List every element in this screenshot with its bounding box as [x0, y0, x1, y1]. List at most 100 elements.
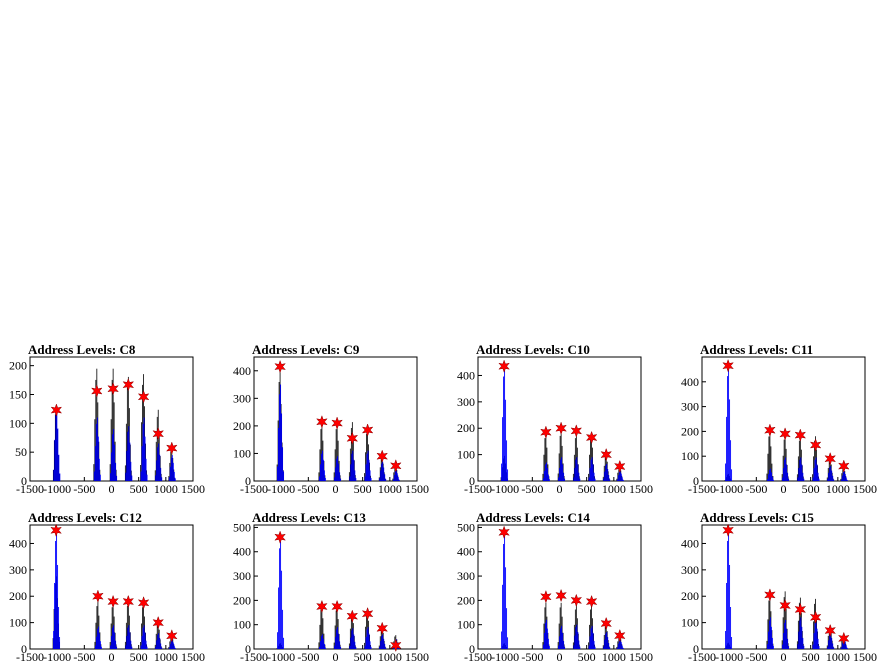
chart-title: Address Levels: C12 [28, 510, 142, 525]
peak-marker [722, 358, 734, 373]
y-tick-label: 100 [233, 446, 251, 460]
peak-marker [722, 523, 734, 538]
x-tick-label: -1500 [240, 482, 268, 496]
peak-marker [376, 621, 389, 636]
x-tick-label: -1500 [688, 482, 716, 496]
x-tick-label: 500 [578, 650, 596, 664]
peak-marker [361, 606, 374, 621]
peak-marker [376, 449, 389, 463]
peak-marker [50, 403, 63, 417]
x-tick-label: 1000 [826, 482, 850, 496]
y-tick-label: 0 [245, 474, 251, 488]
x-tick-label: -500 [297, 650, 319, 664]
chart-title: Address Levels: C11 [700, 342, 813, 357]
peak-marker [600, 616, 613, 631]
peak-marker [837, 631, 850, 646]
peak-marker [809, 610, 822, 625]
peak-marker [613, 459, 626, 474]
x-tick-label: 0 [109, 650, 115, 664]
y-tick-label: 150 [9, 387, 27, 401]
y-tick-label: 0 [693, 474, 699, 488]
peak-marker [331, 599, 343, 614]
x-tick-label: 1500 [405, 650, 429, 664]
peak-marker [331, 416, 343, 430]
x-tick-label: -1500 [16, 482, 44, 496]
peak-marker [764, 588, 776, 602]
peak-marker [90, 384, 103, 398]
x-tick-label: -1500 [464, 650, 492, 664]
chart-panel: Address Levels: C8-1500 -1000 -500 0 500 1000… [9, 342, 205, 496]
peak-marker [498, 359, 510, 373]
peak-marker [346, 431, 359, 446]
chart-title: Address Levels: C15 [700, 510, 814, 525]
y-tick-label: 200 [457, 421, 475, 435]
x-tick-label: 1000 [602, 482, 626, 496]
peak-marker [107, 594, 119, 609]
peak-marker [794, 428, 807, 442]
peak-marker [600, 447, 613, 462]
peak-marker [555, 588, 567, 603]
peak-marker [837, 459, 850, 473]
x-tick-label: -1000 [267, 482, 295, 496]
y-tick-label: 300 [233, 569, 251, 583]
y-tick-label: 0 [21, 474, 27, 488]
y-tick-label: 200 [681, 424, 699, 438]
y-tick-label: 100 [681, 616, 699, 630]
x-tick-label: 1000 [154, 650, 178, 664]
y-tick-label: 500 [233, 520, 251, 534]
peak-marker [540, 425, 552, 439]
x-tick-label: 0 [333, 650, 339, 664]
peak-marker [92, 589, 104, 603]
y-tick-label: 400 [233, 545, 251, 559]
peak-marker [122, 594, 135, 609]
peak-marker [316, 599, 328, 614]
peak-marker [389, 638, 402, 653]
x-tick-label: 0 [781, 650, 787, 664]
x-tick-label: 0 [557, 482, 563, 496]
chart-title: Address Levels: C14 [476, 510, 590, 525]
y-tick-label: 400 [233, 364, 251, 378]
peak-marker [152, 426, 165, 441]
peak-marker [585, 594, 598, 609]
x-tick-label: -1000 [715, 650, 743, 664]
y-tick-label: 300 [233, 391, 251, 405]
y-tick-label: 200 [681, 589, 699, 603]
x-tick-label: 500 [354, 482, 372, 496]
x-tick-label: -1000 [715, 482, 743, 496]
y-tick-label: 0 [693, 642, 699, 656]
chart-panel: Address Levels: C9-1500 -1000 -500 0 500 1000… [233, 342, 429, 496]
x-tick-label: 1000 [826, 650, 850, 664]
x-tick-label: -1000 [43, 482, 71, 496]
y-tick-label: 100 [681, 449, 699, 463]
x-tick-label: 500 [578, 482, 596, 496]
peak-marker [346, 609, 359, 623]
peak-marker [779, 427, 791, 441]
y-tick-label: 200 [233, 593, 251, 607]
x-tick-label: 1500 [405, 482, 429, 496]
peak-marker [570, 593, 583, 608]
peak-marker [316, 415, 328, 429]
y-tick-label: 100 [233, 618, 251, 632]
x-tick-label: 1500 [629, 650, 653, 664]
peak-marker [274, 359, 286, 374]
peak-marker [764, 423, 776, 437]
y-tick-label: 300 [9, 563, 27, 577]
peak-marker [165, 441, 178, 455]
chart-title: Address Levels: C9 [252, 342, 360, 357]
peak-marker [779, 598, 791, 613]
y-tick-label: 200 [9, 589, 27, 603]
y-tick-label: 100 [457, 618, 475, 632]
y-tick-label: 300 [457, 395, 475, 409]
x-tick-label: 1000 [602, 650, 626, 664]
peak-marker [107, 381, 119, 396]
y-tick-label: 300 [457, 569, 475, 583]
peak-marker [540, 589, 552, 604]
chart-title: Address Levels: C10 [476, 342, 590, 357]
x-tick-label: -500 [521, 650, 543, 664]
x-tick-label: 1500 [853, 482, 877, 496]
x-tick-label: 1000 [378, 482, 402, 496]
peak-marker [137, 596, 150, 610]
peak-marker [585, 430, 598, 445]
peak-marker [389, 459, 402, 473]
